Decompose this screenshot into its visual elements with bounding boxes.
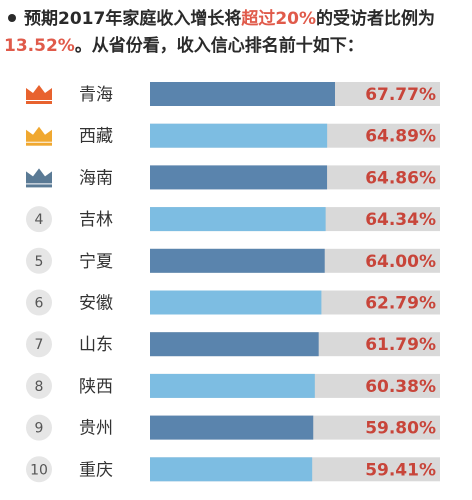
value-label: 64.00% <box>365 252 436 272</box>
bullet-icon <box>8 14 16 22</box>
bar <box>150 332 319 357</box>
bar <box>150 415 314 440</box>
value-label: 60.38% <box>365 377 436 397</box>
province-label: 贵州 <box>79 419 113 439</box>
value-label: 67.77% <box>365 85 436 105</box>
province-label: 宁夏 <box>79 252 113 272</box>
rank-number: 6 <box>35 296 44 312</box>
bar <box>150 457 313 482</box>
crown-icon <box>26 85 52 100</box>
bar <box>150 290 322 315</box>
province-label: 西藏 <box>79 127 113 147</box>
bar <box>150 82 335 106</box>
header-highlight-2: 13.52% <box>4 36 75 56</box>
value-label: 59.80% <box>365 419 436 439</box>
header-text-1: 预期2017年家庭收入增长将 <box>24 9 242 29</box>
value-label: 61.79% <box>365 335 436 355</box>
bar <box>150 373 315 398</box>
rank-number: 4 <box>35 212 44 228</box>
rank-circle <box>26 331 52 358</box>
crown-base <box>26 101 52 104</box>
rank-circle <box>26 206 52 233</box>
chart-header: 预期2017年家庭收入增长将超过20%的受访者比例为 13.52%。从省份看，收入… <box>4 6 466 60</box>
value-label: 59.41% <box>365 460 436 480</box>
rank-number: 8 <box>35 379 44 395</box>
province-label: 山东 <box>79 335 113 355</box>
province-label: 陕西 <box>79 377 113 397</box>
rank-number: 5 <box>35 254 44 270</box>
header-highlight-1: 超过20% <box>241 9 317 29</box>
province-label: 安徽 <box>79 294 113 314</box>
province-label: 青海 <box>79 85 113 105</box>
crown-icon <box>26 168 52 184</box>
bar <box>150 123 328 148</box>
bar <box>150 165 328 190</box>
value-label: 64.34% <box>365 210 436 230</box>
province-label: 海南 <box>79 168 113 188</box>
rank-circle <box>26 372 52 399</box>
rank-circle <box>26 247 52 274</box>
header-text-2: 的受访者比例为 <box>316 9 436 29</box>
crown-base <box>26 142 52 146</box>
province-label: 重庆 <box>79 460 113 480</box>
rank-number: 9 <box>35 421 44 437</box>
crown-base <box>26 184 52 188</box>
bar <box>150 248 325 273</box>
rank-number: 7 <box>35 337 44 353</box>
rank-number: 10 <box>30 462 48 478</box>
value-label: 64.86% <box>365 168 436 188</box>
crown-icon <box>26 126 52 142</box>
header-text-3: 。从省份看，收入信心排名前十如下： <box>74 36 364 56</box>
rank-circle <box>26 414 52 441</box>
value-label: 64.89% <box>365 127 436 147</box>
value-label: 62.79% <box>365 294 436 314</box>
rank-circle <box>26 456 52 483</box>
province-label: 吉林 <box>79 210 113 230</box>
bar <box>150 207 326 232</box>
rank-circle <box>26 289 52 316</box>
